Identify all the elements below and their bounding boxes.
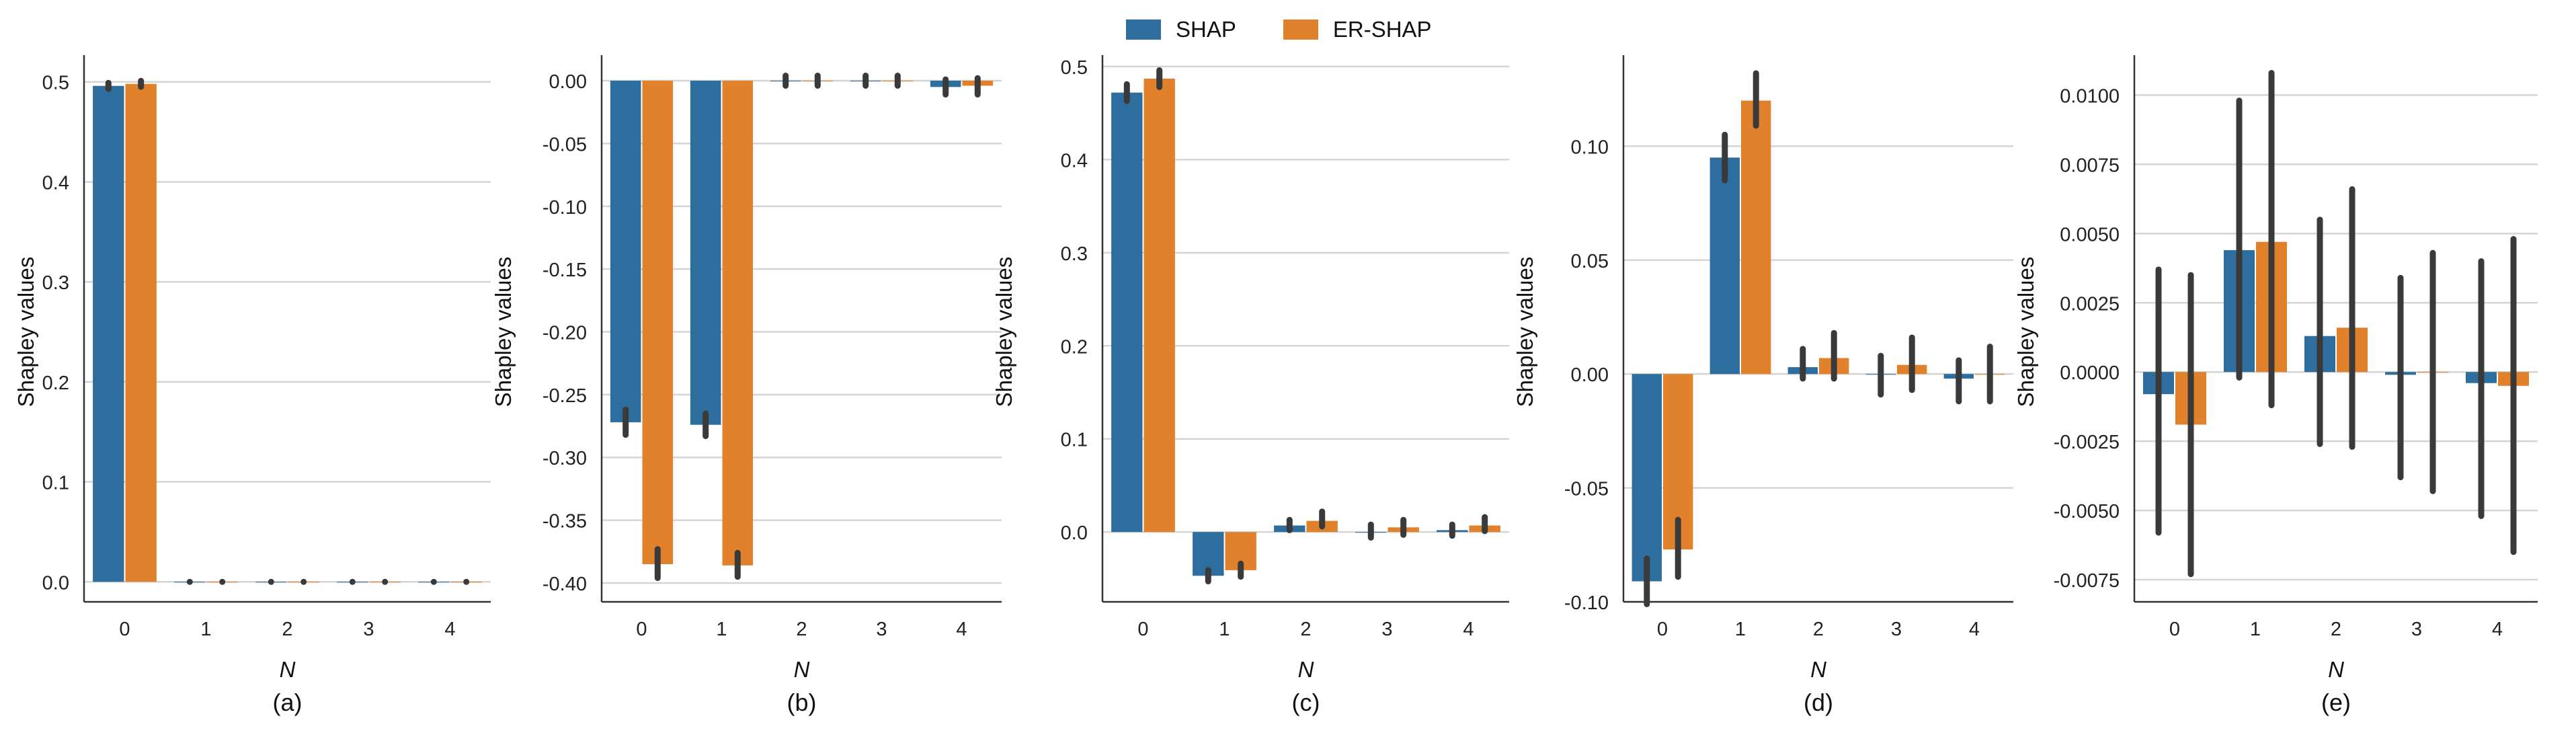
panel-1-ytick-6: -0.30: [542, 448, 587, 469]
panel-4-xtick-1: 1: [2250, 619, 2261, 640]
panel-3-bar-er-shap-1: [1741, 100, 1771, 375]
panel-0-bar-er-shap-0: [125, 83, 157, 582]
panel-0-ylabel: Shapley values: [13, 257, 38, 408]
panel-0-xtick-3: 3: [363, 619, 374, 640]
panel-0-xtick-1: 1: [200, 619, 211, 640]
chart-legend: SHAP ER-SHAP: [1126, 13, 1479, 46]
panel-2-ylabel: Shapley values: [992, 257, 1016, 408]
panel-0-xlabel: N: [280, 657, 296, 682]
panel-2-xlabel: N: [1298, 657, 1314, 682]
panel-0-ytick-1: 0.1: [42, 473, 69, 494]
panel-1-bar-er-shap-0: [642, 81, 674, 564]
panel-1-xtick-3: 3: [876, 619, 887, 640]
panel-2-ytick-5: 0.5: [1061, 57, 1088, 79]
panel-3-bar-shap-0: [1632, 374, 1662, 582]
panel-3-ylabel: Shapley values: [1513, 257, 1537, 408]
panel-0-ytick-2: 0.2: [42, 373, 69, 394]
panel-3-caption: (d): [1804, 689, 1833, 716]
panel-1-ylabel: Shapley values: [491, 257, 516, 408]
panel-0-ytick-3: 0.3: [42, 272, 69, 294]
panel-3-xtick-4: 4: [1969, 619, 1980, 640]
panel-3-ytick-0: 0.10: [1571, 137, 1609, 158]
panel-2-xtick-4: 4: [1463, 619, 1474, 640]
panel-1-caption: (b): [787, 689, 817, 716]
panel-1-ytick-5: -0.25: [542, 385, 587, 407]
panel-1-ytick-0: 0.00: [549, 71, 587, 93]
panel-4-ytick-5: -0.0025: [2054, 432, 2120, 453]
panel-3-xtick-2: 2: [1813, 619, 1824, 640]
panel-1-bar-shap-1: [690, 81, 721, 425]
panel-2-caption: (c): [1292, 689, 1320, 716]
panel-0-xtick-4: 4: [444, 619, 455, 640]
panel-2-ytick-4: 0.4: [1061, 150, 1088, 171]
panel-4-xtick-4: 4: [2492, 619, 2503, 640]
legend-swatch-er-shap: [1283, 20, 1318, 40]
panel-4-ytick-0: 0.0100: [2060, 85, 2120, 107]
legend-item-er-shap: ER-SHAP: [1283, 17, 1432, 42]
panel-0-ytick-4: 0.4: [42, 172, 69, 194]
panel-0-ytick-0: 0.0: [42, 572, 69, 594]
panel-3-ytick-1: 0.05: [1571, 251, 1609, 272]
panel-1-xlabel: N: [794, 657, 810, 682]
panel-4-ytick-1: 0.0075: [2060, 155, 2120, 176]
panel-4-ytick-6: -0.0050: [2054, 501, 2120, 522]
panel-0-bar-shap-0: [93, 85, 124, 582]
panel-1-xtick-4: 4: [956, 619, 967, 640]
panel-2-ytick-1: 0.1: [1061, 430, 1088, 451]
legend-label-shap: SHAP: [1176, 17, 1236, 42]
panel-1-bar-er-shap-1: [722, 81, 754, 566]
panel-3-ytick-4: -0.10: [1564, 592, 1609, 614]
legend-item-shap: SHAP: [1126, 17, 1236, 42]
panel-3-ytick-2: 0.00: [1571, 364, 1609, 386]
panel-0-xtick-2: 2: [282, 619, 292, 640]
panel-4-ytick-2: 0.0050: [2060, 224, 2120, 245]
panel-3-xtick-0: 0: [1657, 619, 1668, 640]
panel-1-ytick-3: -0.15: [542, 260, 587, 281]
panel-2-xtick-1: 1: [1219, 619, 1230, 640]
panel-1-ytick-2: -0.10: [542, 197, 587, 219]
panel-2-xtick-0: 0: [1137, 619, 1148, 640]
panel-2-ytick-0: 0.0: [1061, 522, 1088, 544]
panel-4-xtick-2: 2: [2331, 619, 2341, 640]
legend-label-er-shap: ER-SHAP: [1332, 17, 1432, 42]
panel-1-xtick-2: 2: [796, 619, 807, 640]
panel-4-xtick-3: 3: [2411, 619, 2422, 640]
panel-2-xtick-2: 2: [1300, 619, 1311, 640]
panel-2-ytick-2: 0.2: [1061, 336, 1088, 358]
panel-1-ytick-1: -0.05: [542, 134, 587, 155]
panel-2-bar-shap-0: [1111, 92, 1143, 533]
panel-4-ylabel: Shapley values: [2013, 257, 2038, 408]
panel-2-ytick-3: 0.3: [1061, 243, 1088, 265]
panel-0-caption: (a): [273, 689, 303, 716]
panel-0-xtick-0: 0: [119, 619, 130, 640]
panel-4-caption: (e): [2321, 689, 2351, 716]
panel-1-xtick-1: 1: [716, 619, 727, 640]
panel-2-bar-er-shap-0: [1143, 78, 1175, 533]
panel-4-xtick-0: 0: [2169, 619, 2180, 640]
panel-1-ytick-7: -0.35: [542, 511, 587, 533]
panel-3-bar-shap-1: [1709, 157, 1740, 375]
panel-4-ytick-7: -0.0075: [2054, 570, 2120, 592]
panel-4-ytick-4: 0.0000: [2060, 362, 2120, 384]
panel-3-xtick-3: 3: [1891, 619, 1902, 640]
panel-1-xtick-0: 0: [636, 619, 647, 640]
panel-3-xlabel: N: [1810, 657, 1826, 682]
panel-1-ytick-4: -0.20: [542, 323, 587, 344]
panel-4-xlabel: N: [2328, 657, 2344, 682]
legend-swatch-shap: [1126, 20, 1161, 40]
panel-4-ytick-3: 0.0025: [2060, 293, 2120, 315]
panel-1-ytick-8: -0.40: [542, 574, 587, 595]
panel-3-ytick-3: -0.05: [1564, 479, 1609, 500]
panel-0-ytick-5: 0.5: [42, 73, 69, 94]
panel-3-xtick-1: 1: [1735, 619, 1746, 640]
panel-1-bar-shap-0: [610, 81, 641, 422]
panel-2-xtick-3: 3: [1381, 619, 1392, 640]
